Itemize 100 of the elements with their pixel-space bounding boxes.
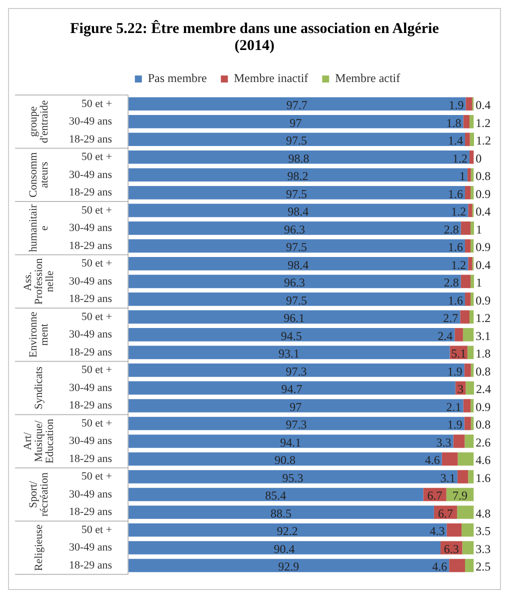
data-label: 97.7 [286, 98, 308, 112]
bar [470, 114, 474, 128]
bar [470, 399, 474, 412]
bar [463, 114, 470, 128]
y-tick-label: 18-29 ans [69, 559, 112, 572]
bar [128, 452, 442, 466]
bar [468, 204, 472, 218]
bar [128, 416, 464, 430]
data-label: 4.8 [476, 506, 491, 520]
data-label: 3.1 [440, 470, 456, 485]
bar [128, 506, 434, 519]
data-label: 1.9 [447, 418, 462, 432]
data-label: 1.8 [476, 346, 491, 361]
data-label: 2.5 [476, 560, 491, 574]
y-tick-label: 50 et + [81, 417, 112, 430]
bar [470, 168, 474, 182]
y-tick-label: 50 et + [81, 310, 112, 323]
data-label: 2.8 [444, 222, 459, 236]
y-tick-label: 30-49 ans [69, 328, 112, 341]
data-label: 1.9 [447, 364, 462, 378]
bar [128, 364, 464, 377]
text: Religieuse [32, 524, 45, 571]
data-label: 3 [458, 382, 464, 396]
data-label: 1.6 [448, 186, 464, 201]
data-label: 97 [290, 116, 302, 130]
legend-label: Membre inactif [234, 71, 308, 86]
data-label: 96.3 [284, 222, 305, 236]
bar [128, 97, 466, 111]
bar [462, 541, 474, 554]
bar [470, 132, 474, 146]
y-tick-label: 50 et + [81, 151, 112, 164]
bar [128, 168, 468, 182]
bar [449, 558, 466, 572]
data-label: 2.4 [438, 328, 453, 343]
data-label: 2.8 [444, 276, 459, 290]
y-tick-label: 18-29 ans [69, 506, 112, 518]
bar [128, 558, 450, 572]
data-label: 92.9 [278, 560, 300, 574]
data-label: 98.4 [288, 204, 309, 219]
data-label: 97.5 [286, 134, 308, 148]
data-label: 4.3 [430, 524, 445, 538]
bar [460, 310, 470, 324]
data-label: 1.2 [476, 134, 491, 148]
data-label: 1.6 [448, 240, 464, 254]
bar [467, 346, 474, 360]
y-tick-label: 50 et + [81, 364, 112, 376]
bar [465, 132, 470, 146]
data-label: 1.2 [451, 258, 466, 272]
bar [128, 399, 464, 412]
data-label: 1.8 [446, 116, 462, 130]
bar [460, 222, 471, 235]
chart-title: Figure 5.22: Être membre dans une association en Algérie (2014) [69, 19, 440, 56]
data-label: 3.5 [476, 524, 491, 538]
y-tick-label: 50 et + [81, 98, 112, 110]
data-label: 0.9 [476, 400, 491, 414]
y-tick-label: 30-49 ans [69, 542, 112, 554]
bar [466, 97, 472, 111]
bar [128, 150, 470, 164]
bar [466, 381, 474, 395]
bar [128, 488, 424, 502]
data-label: 93.1 [278, 346, 300, 361]
data-label: 0.9 [476, 186, 491, 201]
data-label: 95.3 [282, 470, 304, 485]
bar [128, 381, 456, 395]
bar [128, 222, 461, 235]
y-tick-label: 30-49 ans [69, 222, 112, 234]
bar [457, 506, 474, 519]
y-tick-label: 30-49 ans [69, 435, 112, 448]
data-label: 97 [290, 400, 302, 414]
bar [457, 470, 468, 484]
text: humanitaire [27, 204, 50, 252]
data-label: 97.3 [286, 364, 307, 378]
bar [467, 168, 471, 182]
y-tick-label: 50 et + [81, 204, 112, 216]
bar [128, 204, 468, 218]
bar [465, 239, 471, 253]
data-label: 97.5 [286, 186, 308, 201]
data-label: 2.6 [476, 435, 491, 450]
bar [128, 132, 466, 146]
y-tick-label: 50 et + [81, 524, 112, 536]
data-label: 88.5 [270, 506, 292, 520]
data-label: 4.6 [476, 453, 491, 468]
data-label: 97.3 [286, 418, 307, 432]
data-label: 1.2 [476, 116, 491, 130]
data-label: 0.9 [476, 293, 491, 308]
data-label: 94.5 [280, 328, 302, 343]
data-label: 0.4 [476, 204, 491, 219]
bar [464, 434, 474, 448]
data-label: 6.3 [444, 542, 459, 556]
data-label: 85.4 [265, 488, 286, 503]
bar [470, 150, 474, 164]
data-label: 1.9 [448, 98, 464, 112]
bar [128, 310, 460, 324]
bar [470, 186, 474, 200]
text: Ass. Professionnelle [22, 258, 56, 305]
data-label: 4.6 [424, 453, 440, 468]
text: Consommateurs [27, 152, 50, 198]
data-label: 0.9 [476, 240, 491, 254]
data-label: 1.2 [452, 151, 468, 166]
bar [446, 523, 462, 537]
